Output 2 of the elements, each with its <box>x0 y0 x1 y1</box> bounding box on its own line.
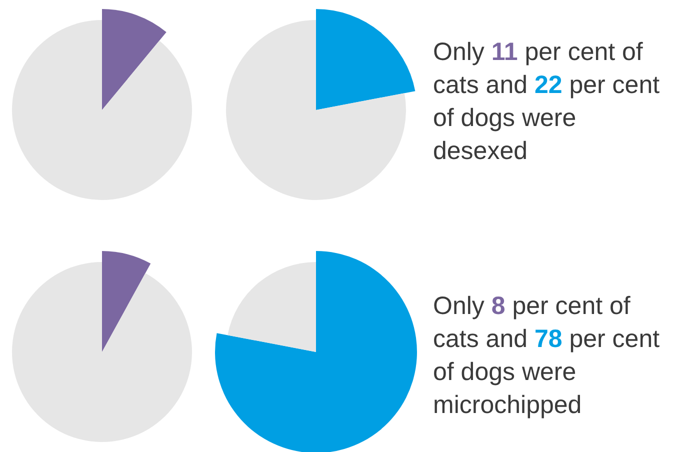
text: Only 8 per cent of cats and 78 per cent of dogs were microchipped <box>433 291 661 421</box>
text: Only 11 per cent of cats and 22 per cent of dogs were desexed <box>433 37 661 167</box>
